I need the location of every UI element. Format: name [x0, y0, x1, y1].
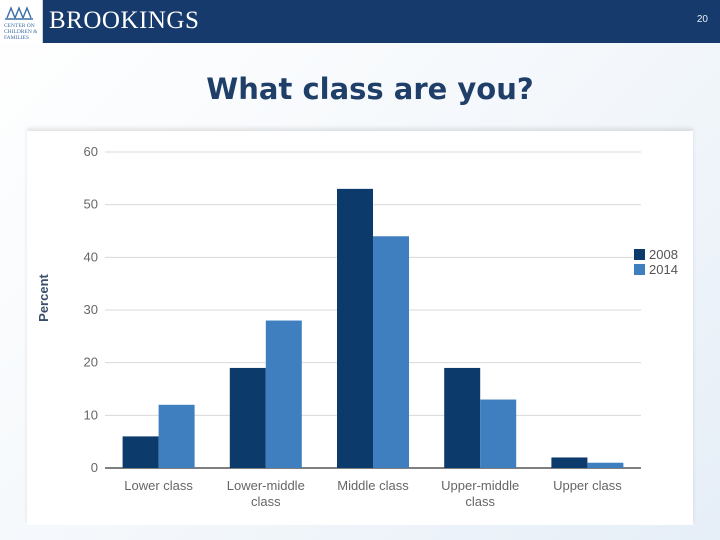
y-tick-label: 0 [91, 460, 98, 475]
center-logo: CENTER ON CHILDREN & FAMILIES [0, 0, 43, 43]
legend-label-2014: 2014 [649, 262, 678, 277]
bar-2014-0 [158, 404, 195, 468]
legend-swatch-2008 [634, 249, 645, 260]
x-tick-label: Lower-middle [227, 478, 305, 493]
y-tick-label: 30 [84, 302, 98, 317]
y-tick-label: 40 [84, 249, 98, 264]
x-tick-label: class [465, 494, 495, 509]
bar-2014-2 [373, 236, 409, 468]
bar-2014-4 [587, 462, 624, 468]
legend-swatch-2014 [634, 264, 645, 275]
x-tick-label: Upper-middle [441, 478, 519, 493]
brookings-wordmark: BROOKINGS [49, 7, 200, 34]
y-axis-label: Percent [36, 273, 51, 321]
chart-panel: 0 10 20 30 40 50 60 Percent Lower class Lower-mid… [27, 131, 693, 525]
bar-2014-1 [265, 320, 302, 468]
bar-2008-4 [551, 457, 588, 468]
logo-line-3: FAMILIES [4, 35, 29, 41]
x-tick-label: class [251, 494, 281, 509]
legend-label-2008: 2008 [649, 247, 678, 262]
logo-line-1: CENTER ON [4, 23, 35, 29]
bar-chart: 0 10 20 30 40 50 60 Percent Lower class Lower-mid… [36, 144, 678, 509]
bar-2008-1 [229, 367, 266, 468]
bar-2008-0 [122, 436, 159, 468]
y-tick-label: 20 [84, 355, 98, 370]
x-tick-label: Middle class [337, 478, 409, 493]
bar-2014-3 [480, 399, 517, 468]
x-tick-label: Upper class [553, 478, 622, 493]
x-tick-label: Lower class [124, 478, 193, 493]
bar-2008-2 [337, 188, 373, 468]
logo-line-2: CHILDREN & [4, 29, 38, 35]
family-figures-icon: CENTER ON CHILDREN & FAMILIES [4, 6, 38, 41]
bar-2008-3 [444, 367, 481, 468]
y-tick-label: 60 [84, 144, 98, 159]
header-bar: CENTER ON CHILDREN & FAMILIES BROOKINGS … [0, 0, 720, 43]
y-tick-label: 50 [84, 197, 98, 212]
slide-title: What class are you? [206, 72, 534, 106]
page-number: 20 [696, 14, 708, 25]
y-tick-label: 10 [84, 407, 98, 422]
